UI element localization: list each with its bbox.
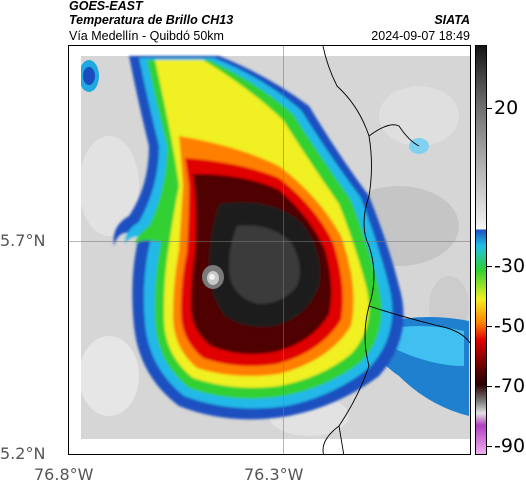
lat-tick-5-2: 5.2°N — [0, 444, 46, 463]
colorbar-label-minus30: -30 — [494, 255, 526, 277]
colorbar-label-minus70: -70 — [494, 375, 526, 397]
lon-tick-76-8: 76.8°W — [34, 465, 94, 484]
organization-label: SIATA — [434, 13, 470, 27]
colorbar-tick — [487, 108, 492, 109]
colorbar-label-20: 20 — [494, 97, 519, 119]
title-product: Temperatura de Brillo CH13 — [69, 13, 234, 27]
satellite-image — [69, 46, 470, 454]
colorbar-label-minus90: -90 — [494, 435, 526, 457]
lat-tick-5-7: 5.7°N — [0, 231, 46, 250]
colorbar-tick — [487, 446, 492, 447]
longitude-gridline — [283, 46, 284, 454]
colorbar-tick — [487, 326, 492, 327]
border-lines — [322, 46, 470, 454]
latitude-gridline — [69, 241, 470, 242]
colorbar-tick — [487, 266, 492, 267]
timestamp: 2024-09-07 18:49 — [371, 29, 470, 43]
colorbar-tick — [487, 386, 492, 387]
title-satellite: GOES-EAST — [69, 0, 143, 13]
lon-tick-76-3: 76.3°W — [244, 465, 304, 484]
map-panel — [68, 45, 471, 455]
route-subtitle: Vía Medellín - Quibdó 50km — [69, 29, 224, 43]
colorbar-label-minus50: -50 — [494, 315, 526, 337]
temperature-colorbar — [475, 45, 487, 455]
